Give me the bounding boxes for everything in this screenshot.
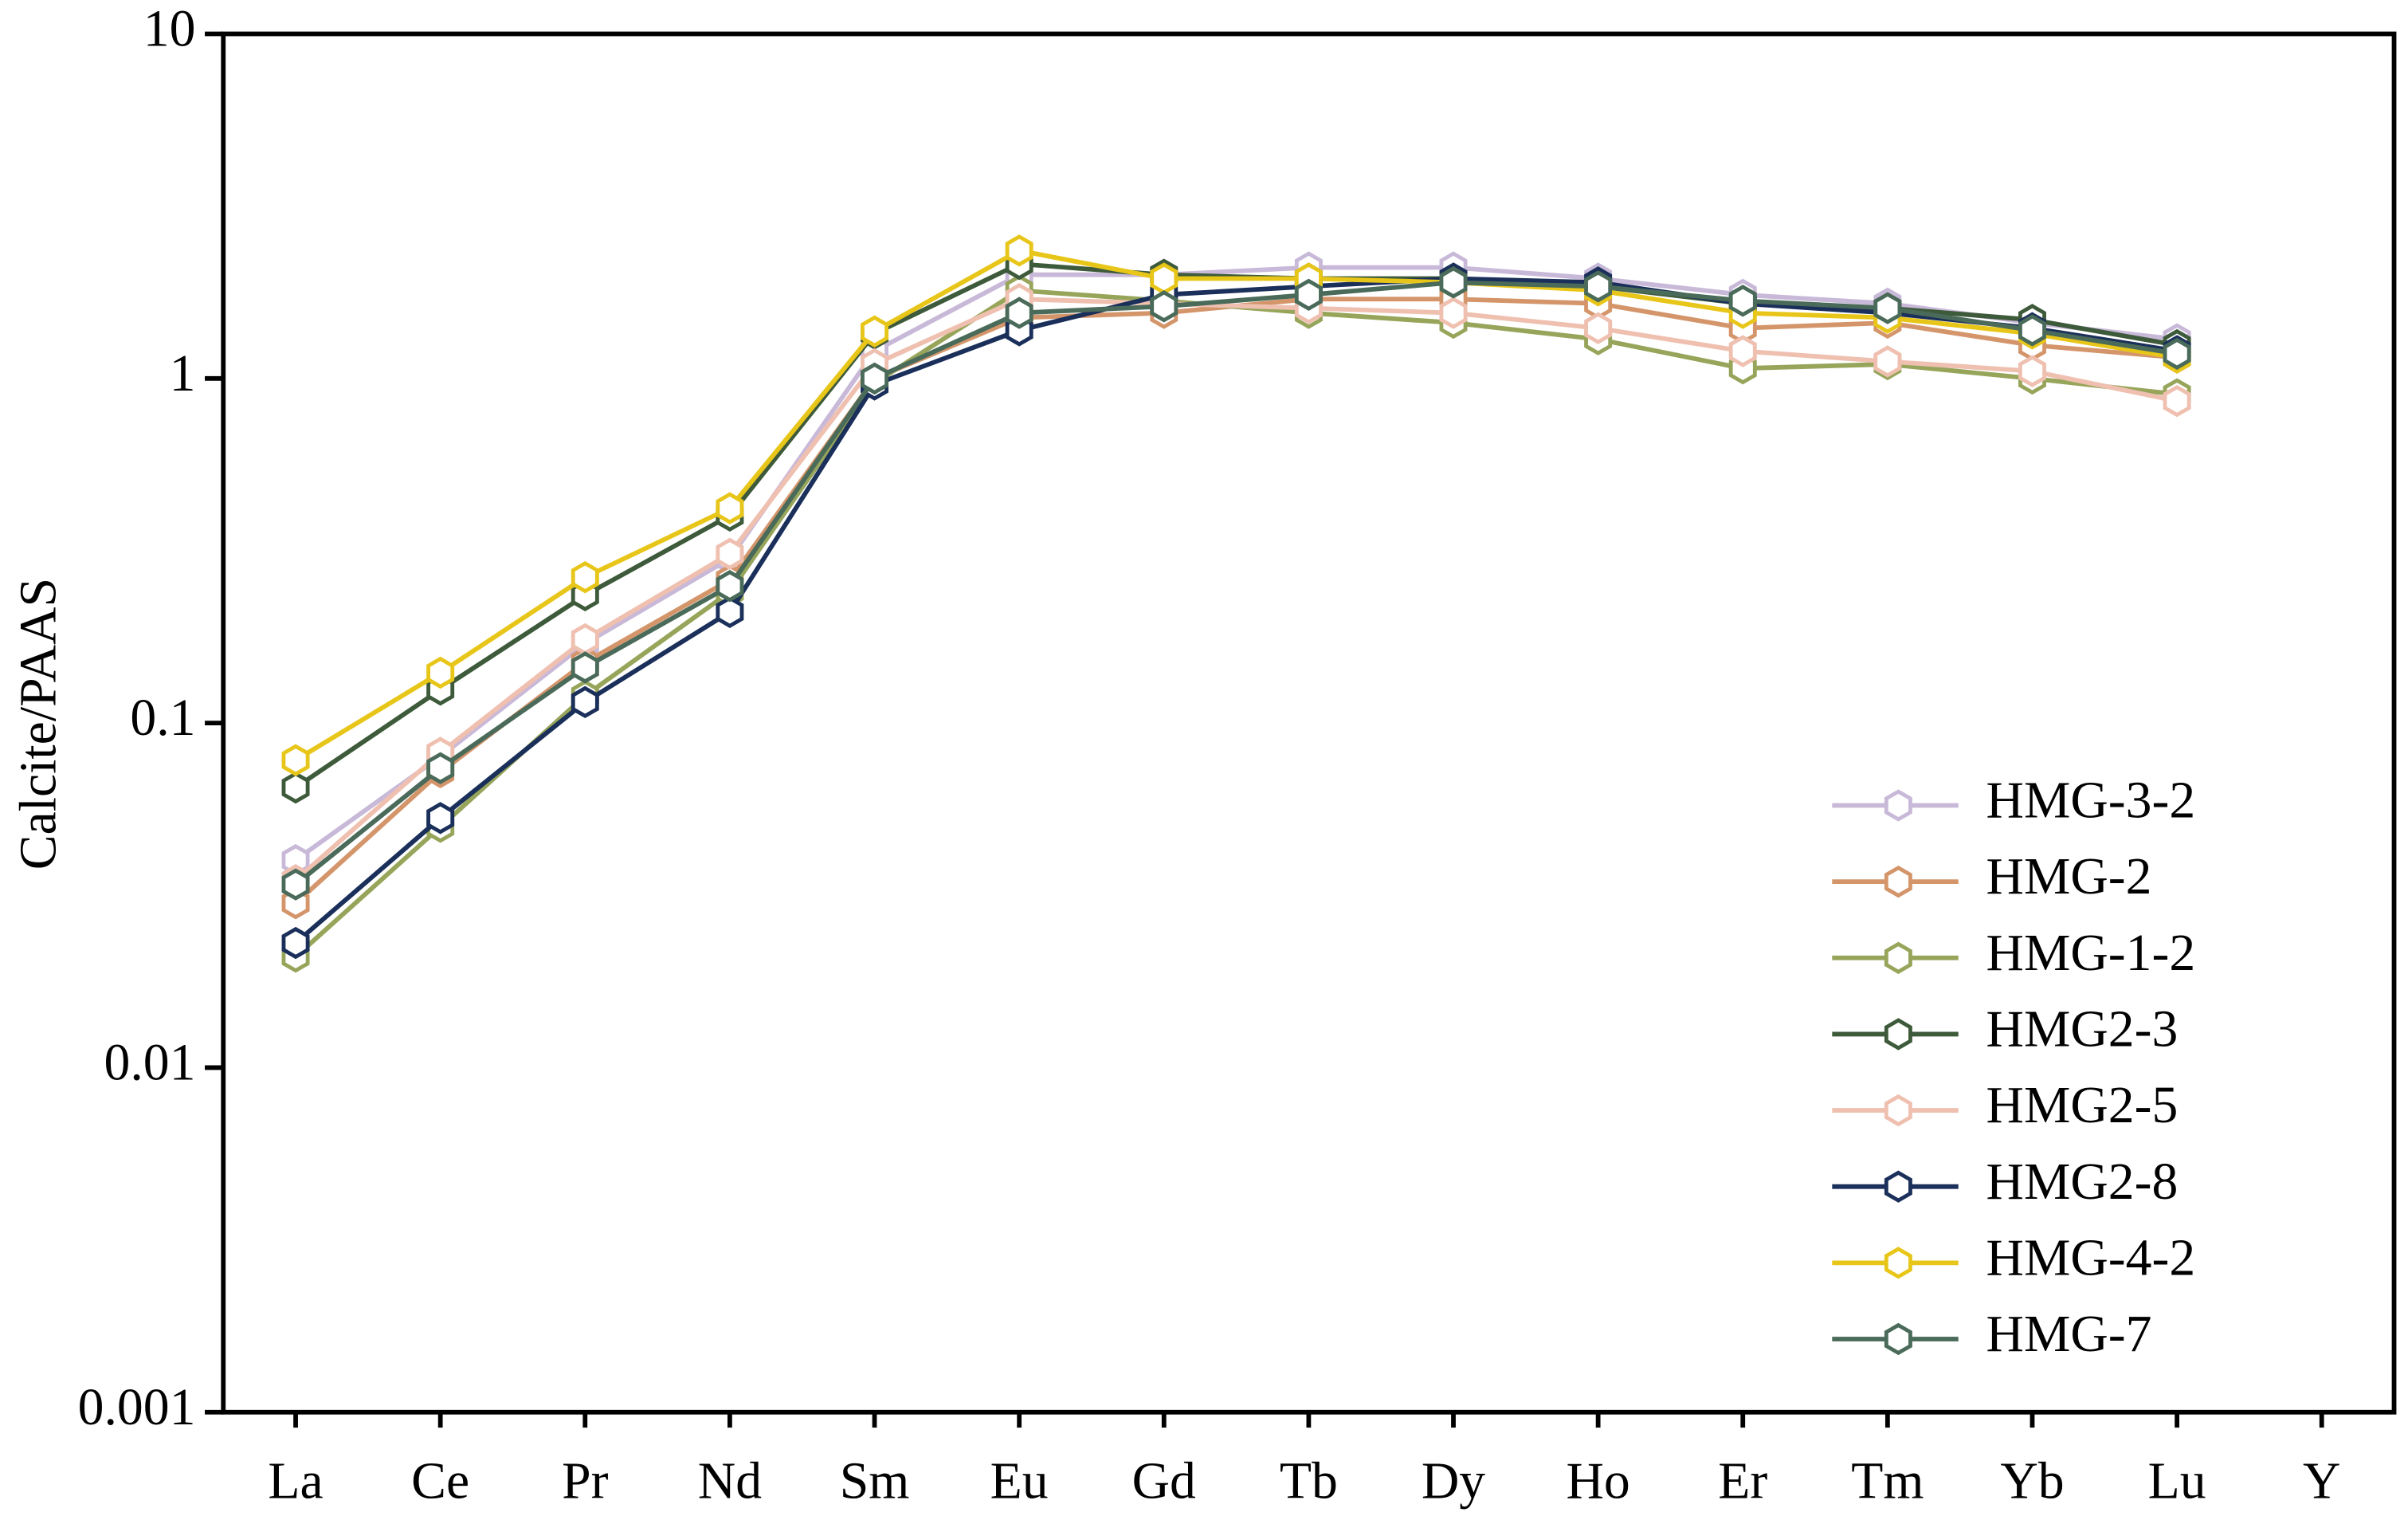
- data-point: [1728, 335, 1757, 367]
- series-line: [294, 288, 2178, 959]
- data-point: [1005, 234, 1033, 267]
- data-point: [1439, 266, 1468, 299]
- data-point: [426, 656, 455, 689]
- x-tick-label: Pr: [562, 1452, 609, 1510]
- data-point: [716, 537, 744, 570]
- x-tick-label: Lu: [2148, 1452, 2206, 1510]
- series-line: [294, 276, 2178, 945]
- data-point: [281, 868, 310, 901]
- legend-marker: [1884, 1247, 1912, 1279]
- data-point: [281, 771, 310, 804]
- legend-label: HMG2-5: [1986, 1076, 2179, 1134]
- x-tick-label: Er: [1718, 1452, 1767, 1510]
- data-point: [1005, 297, 1033, 329]
- y-tick-label: 10: [143, 0, 196, 58]
- data-point: [2018, 355, 2046, 387]
- data-point: [426, 802, 455, 835]
- data-point: [1584, 270, 1613, 303]
- data-point: [571, 560, 599, 594]
- data-point: [716, 492, 744, 524]
- legend-label: HMG-3-2: [1986, 772, 2196, 830]
- x-tick-label: La: [268, 1452, 323, 1510]
- data-point: [861, 315, 889, 348]
- y-axis-label: Calcite/PAAS: [9, 578, 67, 870]
- legend-marker: [1884, 1018, 1912, 1051]
- data-point: [2018, 314, 2046, 347]
- data-point: [571, 685, 599, 719]
- x-tick-label: Yb: [2000, 1452, 2064, 1510]
- x-tick-label: Sm: [840, 1452, 910, 1510]
- y-tick-label: 0.1: [130, 689, 195, 747]
- legend-label: HMG-7: [1986, 1305, 2152, 1363]
- x-tick-label: Tb: [1280, 1452, 1338, 1510]
- legend-label: HMG-4-2: [1986, 1228, 2196, 1286]
- data-point: [2163, 337, 2191, 370]
- y-tick-label: 0.001: [78, 1378, 196, 1436]
- legend-marker: [1884, 1170, 1912, 1203]
- data-point: [1150, 262, 1179, 295]
- legend-marker: [1884, 865, 1912, 898]
- legend-label: HMG-2: [1986, 847, 2152, 905]
- series-line: [294, 248, 2178, 763]
- x-tick-label: Ho: [1566, 1452, 1630, 1510]
- legend-label: HMG2-3: [1986, 1000, 2179, 1058]
- data-point: [2163, 384, 2191, 418]
- series-line: [294, 280, 2178, 886]
- series-line: [294, 297, 2178, 882]
- x-tick-label: Nd: [698, 1452, 762, 1510]
- data-point: [426, 752, 455, 784]
- x-tick-label: Y: [2303, 1452, 2340, 1510]
- legend-marker: [1884, 789, 1912, 822]
- data-point: [1584, 312, 1613, 344]
- data-point: [716, 595, 744, 629]
- x-tick-label: Tm: [1851, 1452, 1924, 1510]
- x-tick-label: Ce: [411, 1452, 469, 1510]
- legend-label: HMG2-8: [1986, 1153, 2179, 1211]
- y-tick-label: 0.01: [104, 1034, 196, 1092]
- data-point: [716, 569, 744, 603]
- series-line: [294, 265, 2178, 862]
- x-tick-label: Gd: [1132, 1452, 1196, 1510]
- data-point: [1294, 278, 1323, 311]
- x-tick-label: Dy: [1422, 1452, 1485, 1510]
- legend-marker: [1884, 1322, 1912, 1356]
- data-point: [571, 651, 599, 684]
- data-point: [1873, 345, 1902, 378]
- data-point: [1150, 290, 1179, 323]
- legend-marker: [1884, 941, 1912, 974]
- data-point: [1728, 285, 1757, 317]
- legend-label: HMG-1-2: [1986, 924, 2196, 982]
- data-point: [281, 926, 310, 960]
- x-tick-label: Eu: [990, 1452, 1049, 1510]
- y-tick-label: 1: [170, 344, 196, 403]
- data-point: [861, 362, 889, 395]
- legend-marker: [1884, 1094, 1912, 1127]
- data-point: [1873, 292, 1902, 324]
- data-point: [281, 744, 310, 776]
- data-point: [571, 623, 599, 656]
- data-point: [1439, 297, 1468, 329]
